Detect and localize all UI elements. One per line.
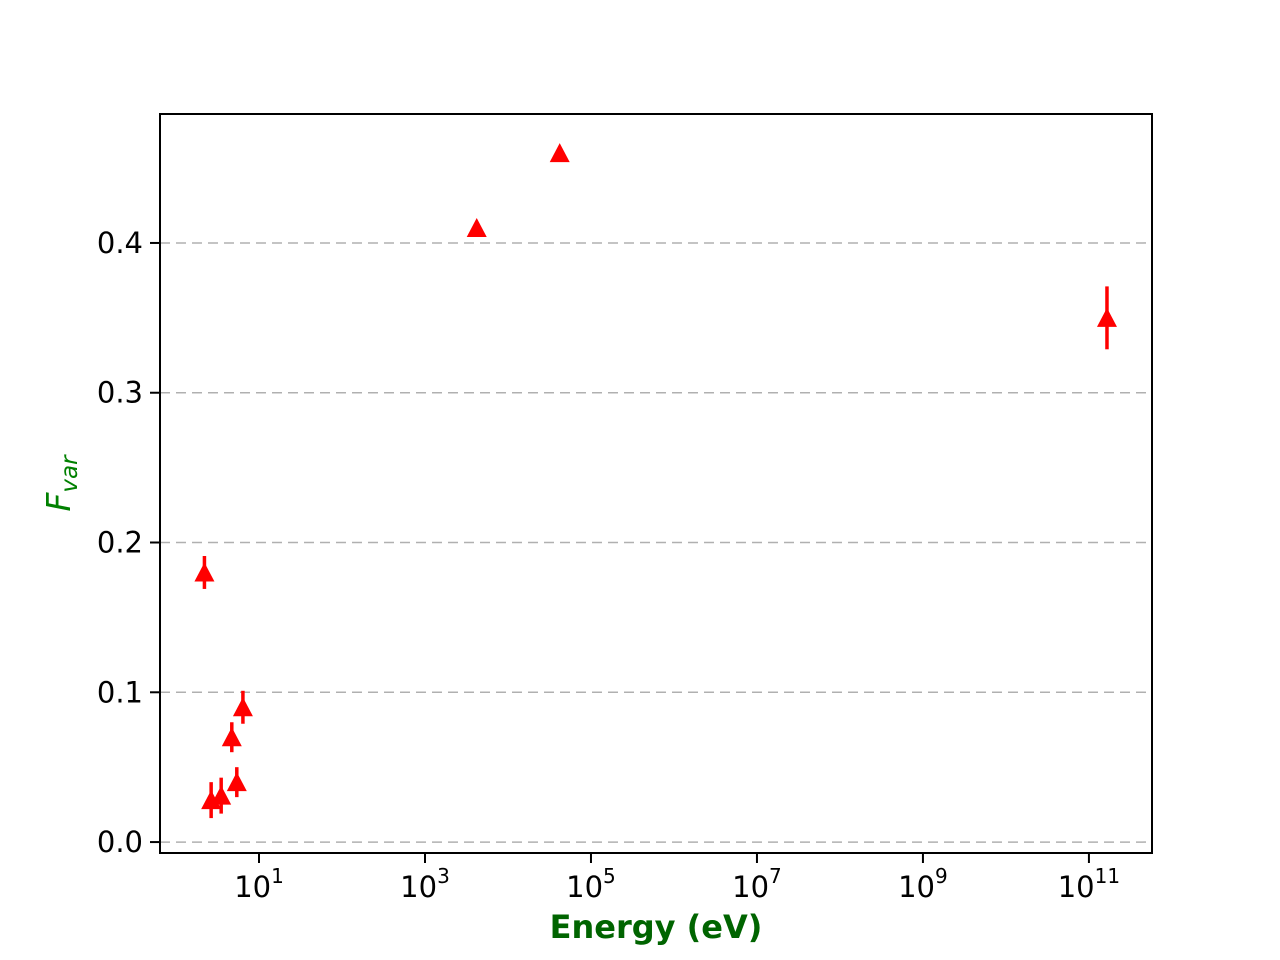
x-tick-label: 109: [898, 864, 948, 904]
y-tick-label: 0.4: [97, 226, 143, 260]
x-tick-label: 105: [566, 864, 616, 904]
data-point-marker: [549, 143, 570, 163]
x-axis-label: Energy (eV): [550, 908, 763, 946]
data-point-marker: [221, 727, 242, 747]
x-tick-label: 107: [732, 864, 782, 904]
plot-border: [159, 113, 1153, 854]
x-tick-label: 103: [400, 864, 450, 904]
y-axis-label: Fvar: [39, 454, 83, 512]
y-tick-label: 0.0: [97, 825, 143, 859]
y-tick-label: 0.1: [97, 675, 143, 709]
data-point-marker: [211, 785, 232, 805]
data-point-marker: [466, 217, 487, 237]
data-point-marker: [232, 697, 253, 717]
x-tick-label: 1011: [1058, 864, 1120, 904]
y-tick-label: 0.3: [97, 376, 143, 410]
y-tick-label: 0.2: [97, 526, 143, 560]
data-point-marker: [194, 562, 215, 582]
data-point-marker: [226, 772, 247, 792]
x-tick-label: 101: [234, 864, 284, 904]
data-point-marker: [1096, 307, 1117, 327]
